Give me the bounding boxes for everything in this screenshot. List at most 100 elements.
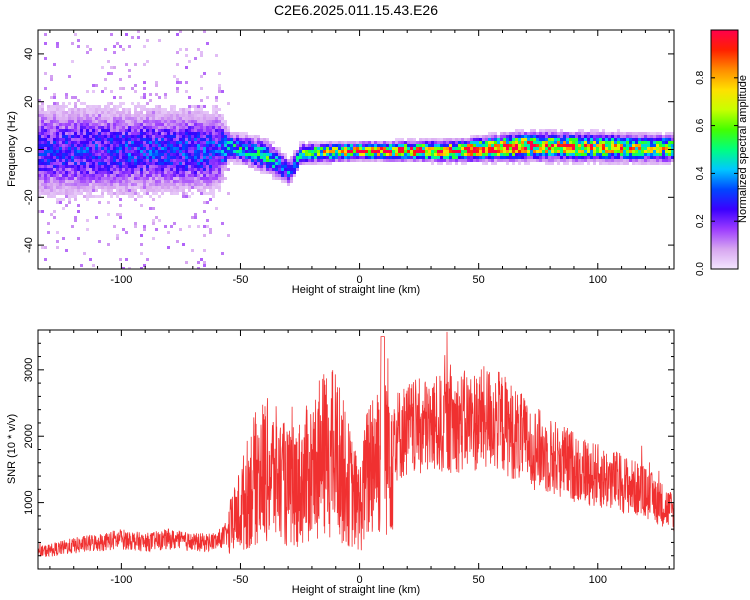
- spectrogram-cell: [602, 162, 605, 165]
- spectrogram-cell: [569, 138, 572, 141]
- spectrogram-cell: [188, 189, 191, 192]
- spectrogram-cell: [272, 141, 275, 144]
- spectrogram-cell: [140, 132, 143, 135]
- spectrogram-cell: [149, 159, 152, 162]
- spectrogram-cell: [557, 162, 560, 165]
- spectrogram-cell: [152, 126, 155, 129]
- spectrogram-cell: [413, 138, 416, 141]
- spectrogram-cell: [272, 168, 275, 171]
- spectrogram-cell: [122, 87, 125, 90]
- spectrogram-cell: [584, 156, 587, 159]
- spectrogram-cell: [176, 123, 179, 126]
- spectrogram-cell: [212, 144, 215, 147]
- spectrogram-cell: [83, 129, 86, 132]
- spectrogram-cell: [311, 150, 314, 153]
- spectrogram-cell: [47, 135, 50, 138]
- spectrogram-cell: [167, 147, 170, 150]
- spectrogram-cell: [101, 192, 104, 195]
- spectrogram-cell: [548, 150, 551, 153]
- spectrogram-cell: [131, 150, 134, 153]
- spectrogram-cell: [206, 165, 209, 168]
- spectrogram-cell: [287, 177, 290, 180]
- spectrogram-cell: [53, 183, 56, 186]
- spectrogram-cell: [206, 141, 209, 144]
- spectrogram-cell: [653, 150, 656, 153]
- spectrogram-cell: [62, 138, 65, 141]
- spectrogram-cell: [107, 150, 110, 153]
- spectrogram-cell: [131, 168, 134, 171]
- spectrogram-cell: [290, 174, 293, 177]
- spectrogram-cell: [56, 150, 59, 153]
- spectrogram-cell: [221, 222, 224, 225]
- spectrogram-cell: [671, 153, 674, 156]
- spectrogram-cell: [197, 153, 200, 156]
- spectrogram-cell: [113, 171, 116, 174]
- spectrogram-cell: [629, 156, 632, 159]
- colorbar-tick-label: 0.0: [695, 262, 706, 276]
- spectrogram-cell: [428, 141, 431, 144]
- spectrogram-cell: [182, 156, 185, 159]
- spectrogram-cell: [506, 141, 509, 144]
- spectrogram-cell: [134, 63, 137, 66]
- spectrogram-cell: [125, 168, 128, 171]
- spectrogram-cell: [374, 153, 377, 156]
- spectrogram-cell: [143, 123, 146, 126]
- spectrogram-cell: [92, 120, 95, 123]
- spectrogram-cell: [146, 192, 149, 195]
- spectrogram-cell: [107, 123, 110, 126]
- spectrogram-cell: [77, 141, 80, 144]
- spectrogram-cell: [203, 261, 206, 264]
- spectrogram-cell: [524, 135, 527, 138]
- spectrogram-cell: [44, 129, 47, 132]
- spectrogram-cell: [131, 156, 134, 159]
- spectrogram-cell: [389, 150, 392, 153]
- spectrogram-cell: [218, 90, 221, 93]
- spectrogram-cell: [485, 144, 488, 147]
- spectrogram-cell: [554, 150, 557, 153]
- spectrogram-cell: [242, 153, 245, 156]
- spectrogram-cell: [575, 141, 578, 144]
- spectrogram-cell: [278, 177, 281, 180]
- spectrogram-cell: [122, 111, 125, 114]
- spectrogram-cell: [53, 216, 56, 219]
- spectrogram-cell: [242, 135, 245, 138]
- spectrogram-cell: [188, 108, 191, 111]
- spectrogram-cell: [200, 126, 203, 129]
- spectrogram-cell: [365, 147, 368, 150]
- spectrogram-cell: [194, 105, 197, 108]
- spectrogram-cell: [110, 174, 113, 177]
- spectrogram-cell: [98, 105, 101, 108]
- spectrogram-cell: [269, 162, 272, 165]
- spectrogram-cell: [74, 138, 77, 141]
- spectrogram-cell: [524, 147, 527, 150]
- spectrogram-cell: [194, 174, 197, 177]
- spectrogram-cell: [59, 183, 62, 186]
- spectrogram-cell: [221, 126, 224, 129]
- spectrogram-cell: [482, 135, 485, 138]
- spectrogram-cell: [122, 129, 125, 132]
- spectrogram-cell: [164, 186, 167, 189]
- spectrogram-cell: [53, 165, 56, 168]
- spectrogram-cell: [113, 96, 116, 99]
- spectrogram-cell: [170, 189, 173, 192]
- spectrogram-cell: [539, 147, 542, 150]
- spectrogram-cell: [215, 138, 218, 141]
- spectrogram-cell: [314, 147, 317, 150]
- spectrogram-cell: [293, 153, 296, 156]
- spectrogram-cell: [215, 120, 218, 123]
- spectrogram-cell: [506, 153, 509, 156]
- spectrogram-cell: [302, 153, 305, 156]
- spectrogram-cell: [38, 135, 41, 138]
- spectrogram-cell: [206, 114, 209, 117]
- spectrogram-cell: [53, 195, 56, 198]
- spectrogram-cell: [587, 153, 590, 156]
- spectrogram-cell: [572, 135, 575, 138]
- spectrogram-cell: [53, 210, 56, 213]
- spectrogram-cell: [374, 156, 377, 159]
- spectrogram-cell: [191, 162, 194, 165]
- spectrogram-cell: [209, 186, 212, 189]
- spectrogram-cell: [200, 171, 203, 174]
- spectrogram-cell: [59, 174, 62, 177]
- spectrogram-cell: [158, 219, 161, 222]
- spectrogram-cell: [83, 183, 86, 186]
